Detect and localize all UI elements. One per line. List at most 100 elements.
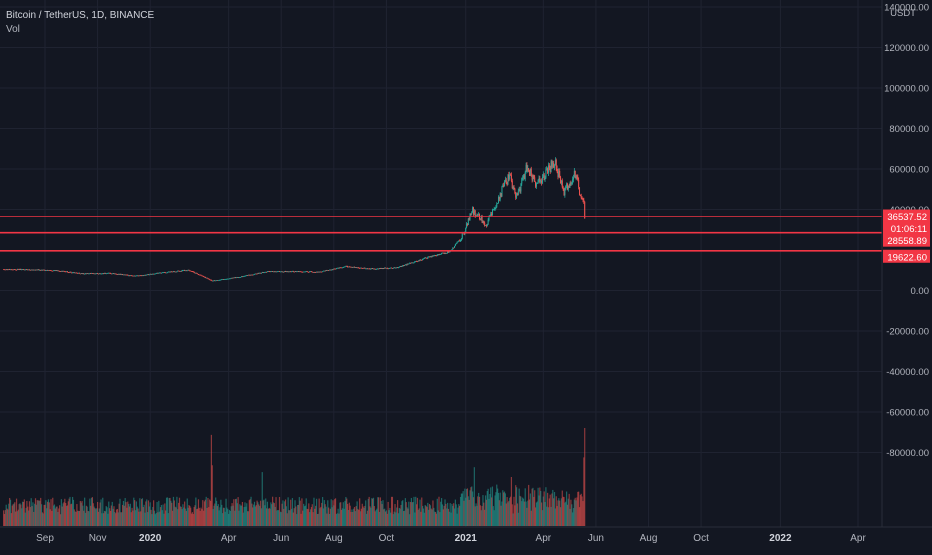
volume-bar: [297, 504, 300, 526]
volume-bar: [183, 507, 185, 526]
volume-bar: [281, 503, 283, 526]
volume-bar: [142, 507, 144, 526]
volume-bar: [274, 506, 276, 526]
volume-bar: [234, 499, 237, 526]
time-axis[interactable]: Sep Nov 2020 Apr Jun Aug Oct 2021 Apr Jun Aug Oct 20…: [0, 526, 932, 544]
candle-body: [35, 269, 37, 271]
candle-body: [350, 266, 352, 268]
candle-body: [507, 174, 509, 185]
volume-bar: [227, 509, 229, 526]
candle-body: [32, 269, 34, 271]
volume-bar: [205, 496, 207, 526]
volume-bar: [492, 506, 494, 526]
volume-bar: [265, 508, 268, 526]
volume-bar: [149, 502, 151, 526]
volume-bar: [95, 509, 97, 526]
candle-body: [16, 269, 18, 271]
volume-bar: [559, 507, 562, 526]
candle-body: [491, 209, 493, 216]
horizontal-levels[interactable]: [0, 216, 882, 252]
candle-body: [14, 269, 16, 270]
volume-bar: [250, 496, 252, 526]
level-tag-bg: [883, 233, 930, 247]
candle-body: [204, 276, 206, 278]
countdown-tag: 01:06:11: [891, 224, 927, 235]
candle-body: [411, 262, 413, 264]
candle-body: [69, 271, 71, 273]
candle-body: [392, 267, 394, 269]
volume-bar: [167, 513, 169, 526]
volume-bar: [27, 506, 29, 526]
candle-body: [436, 254, 438, 256]
volume-bar: [301, 498, 303, 526]
volume-bars: [3, 428, 586, 526]
candle-body: [351, 267, 353, 268]
volume-bar: [465, 489, 468, 526]
volume-bar: [216, 506, 219, 526]
volume-bar: [65, 505, 68, 526]
volume-bar: [410, 497, 413, 526]
candle-body: [342, 267, 344, 268]
candle-body: [540, 180, 542, 182]
candle-body: [170, 271, 172, 273]
volume-bar: [114, 511, 116, 526]
volume-bar: [431, 509, 433, 526]
candle-body: [564, 190, 566, 196]
volume-bar: [123, 505, 125, 526]
volume-bar: [546, 506, 548, 526]
volume-bar: [54, 508, 56, 526]
candle-body: [578, 179, 580, 188]
candle-body: [139, 275, 141, 277]
price-axis[interactable]: 140000.00 120000.00 100000.00 80000.00 60000…: [881, 0, 929, 527]
candle-body: [77, 273, 79, 274]
volume-bar: [96, 502, 99, 526]
volume-bar: [178, 502, 180, 526]
candle-body: [261, 272, 263, 273]
volume-bar: [158, 500, 160, 526]
candle-body: [360, 267, 362, 269]
candle-body: [70, 271, 72, 273]
volume-bar: [255, 505, 257, 526]
volume-bar: [534, 507, 537, 526]
volume-bar: [233, 499, 235, 526]
candle-body: [164, 272, 166, 273]
candle-body: [398, 266, 400, 268]
volume-bar: [548, 498, 550, 526]
volume-bar: [104, 511, 106, 526]
volume-bar: [374, 511, 376, 526]
volume-bar: [184, 508, 187, 526]
candle-body: [321, 271, 323, 273]
volume-bar: [321, 502, 323, 526]
candle-body: [36, 269, 38, 271]
candle-body: [579, 194, 581, 197]
candle-body: [239, 277, 241, 278]
candle-body: [117, 273, 119, 275]
volume-bar: [198, 507, 200, 526]
candle-body: [354, 267, 356, 268]
volume-bar: [583, 457, 585, 526]
volume-bar: [23, 499, 25, 526]
volume-bar: [234, 510, 236, 526]
candle-body: [218, 279, 220, 281]
volume-bar: [34, 503, 36, 526]
volume-bar: [305, 498, 307, 526]
candle-body: [498, 196, 500, 200]
volume-bar: [241, 501, 244, 526]
candle-body: [201, 275, 203, 277]
candle-body: [171, 271, 173, 273]
candle-body: [28, 269, 30, 271]
candle-body: [254, 273, 256, 275]
candle-body: [580, 196, 582, 199]
candle-body: [385, 267, 387, 269]
volume-bar: [6, 508, 8, 526]
candle-body: [504, 181, 506, 187]
candle-body: [222, 279, 224, 280]
volume-bar: [9, 497, 11, 526]
volume-bar: [73, 509, 75, 526]
candle-body: [302, 271, 304, 273]
volume-bar: [169, 497, 171, 526]
candle-body: [310, 271, 312, 273]
volume-bar: [328, 507, 330, 526]
